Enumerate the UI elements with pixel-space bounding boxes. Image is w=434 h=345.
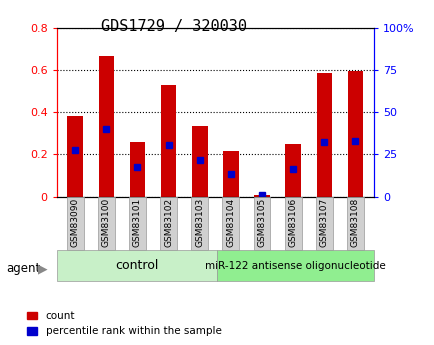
Text: GSM83106: GSM83106: [288, 198, 297, 247]
Text: GSM83100: GSM83100: [102, 198, 111, 247]
Bar: [191, 126, 207, 197]
Bar: [99, 56, 114, 197]
Legend: count, percentile rank within the sample: count, percentile rank within the sample: [27, 311, 221, 336]
FancyBboxPatch shape: [160, 197, 177, 250]
Text: ▶: ▶: [38, 262, 47, 275]
Bar: [285, 144, 300, 197]
FancyBboxPatch shape: [56, 250, 217, 281]
FancyBboxPatch shape: [98, 197, 115, 250]
Text: GSM83105: GSM83105: [257, 198, 266, 247]
Bar: [67, 116, 83, 197]
Bar: [316, 73, 331, 197]
FancyBboxPatch shape: [67, 197, 83, 250]
FancyBboxPatch shape: [129, 197, 145, 250]
FancyBboxPatch shape: [253, 197, 270, 250]
FancyBboxPatch shape: [284, 197, 301, 250]
Text: GSM83102: GSM83102: [164, 198, 173, 247]
Text: GSM83090: GSM83090: [71, 198, 79, 247]
Text: control: control: [115, 259, 158, 272]
FancyBboxPatch shape: [191, 197, 208, 250]
Bar: [347, 71, 362, 197]
Bar: [253, 195, 269, 197]
Text: GSM83107: GSM83107: [319, 198, 328, 247]
Bar: [129, 142, 145, 197]
Text: miR-122 antisense oligonucleotide: miR-122 antisense oligonucleotide: [205, 261, 385, 270]
Text: GSM83103: GSM83103: [195, 198, 204, 247]
FancyBboxPatch shape: [222, 197, 239, 250]
Text: agent: agent: [7, 262, 41, 275]
Text: GSM83104: GSM83104: [226, 198, 235, 247]
FancyBboxPatch shape: [346, 197, 363, 250]
Text: GSM83108: GSM83108: [350, 198, 359, 247]
Bar: [223, 151, 238, 197]
Text: GSM83101: GSM83101: [133, 198, 141, 247]
Bar: [161, 85, 176, 197]
Text: GDS1729 / 320030: GDS1729 / 320030: [101, 19, 247, 34]
FancyBboxPatch shape: [315, 197, 332, 250]
FancyBboxPatch shape: [217, 250, 373, 281]
